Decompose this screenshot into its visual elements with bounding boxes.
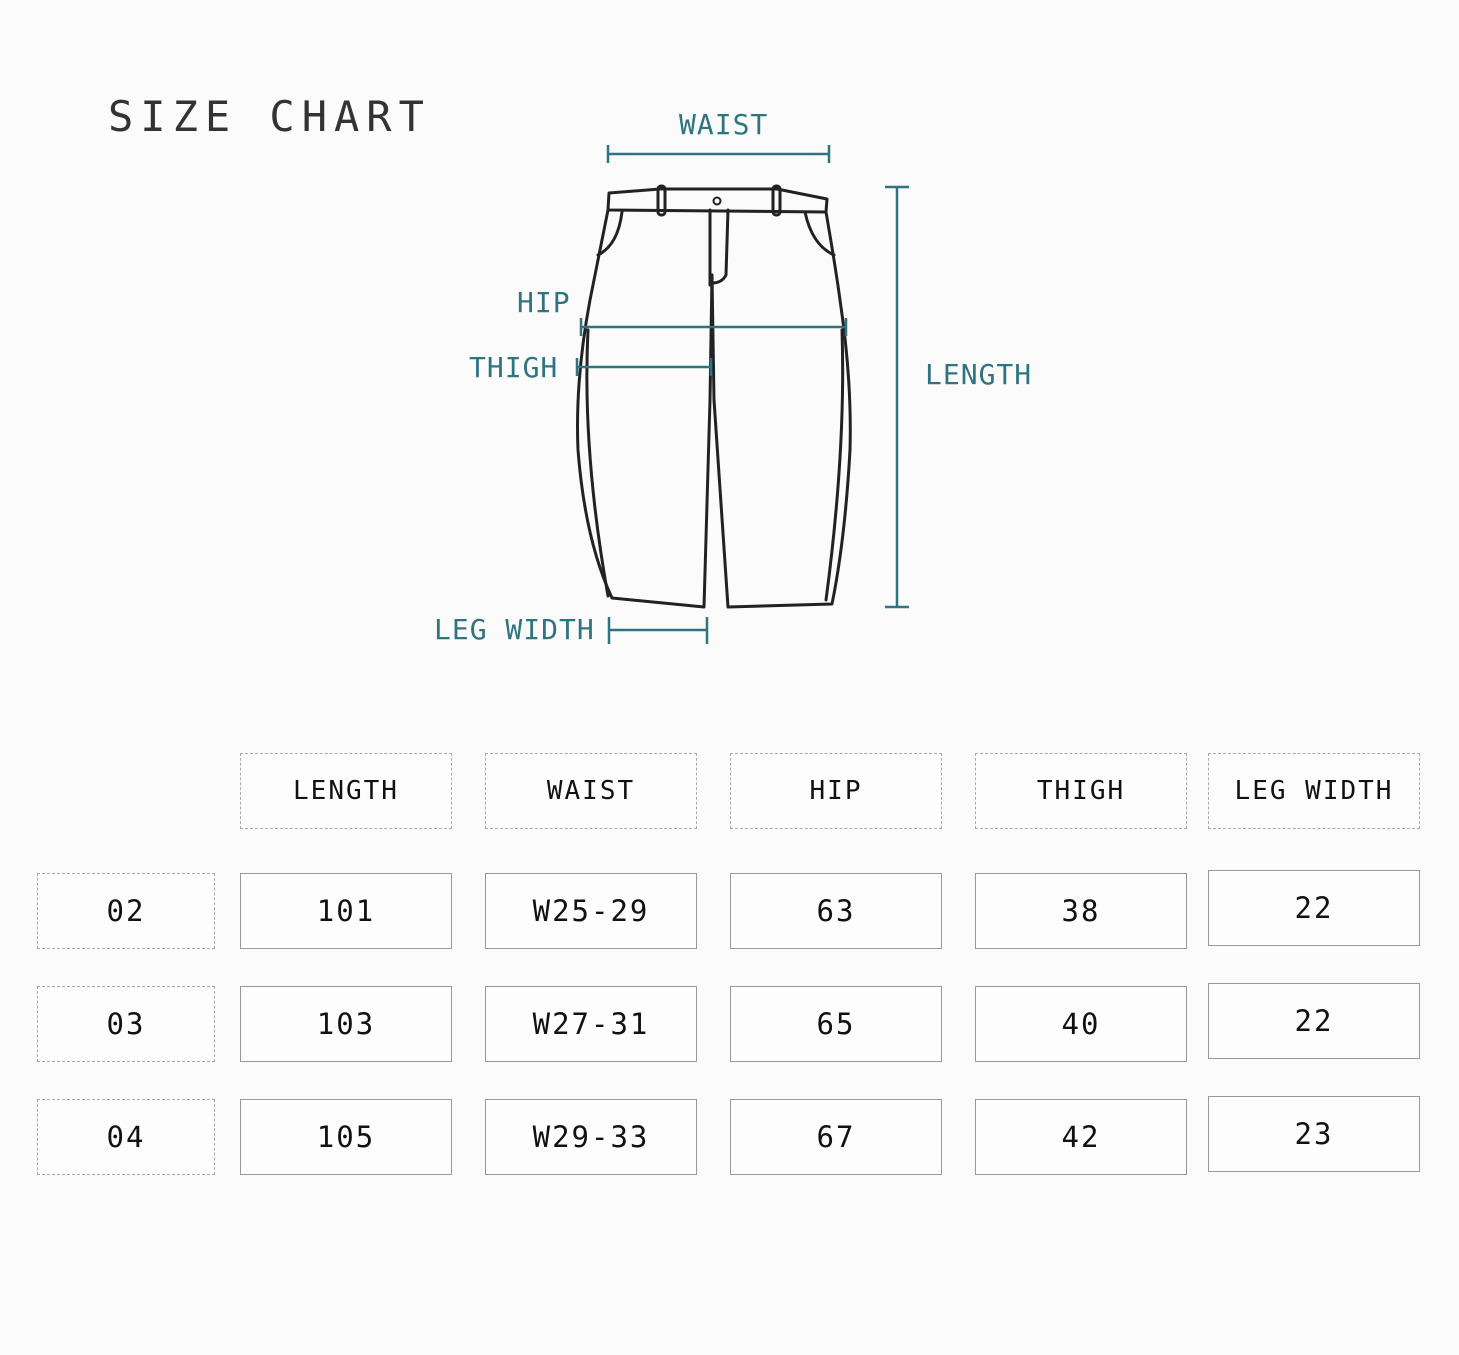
pants-diagram	[575, 145, 909, 644]
table-cell: W27-31	[485, 986, 697, 1062]
table-cell: 22	[1208, 983, 1420, 1059]
pants-illustration	[576, 184, 852, 609]
size-label: 04	[37, 1099, 215, 1175]
size-label: 02	[37, 873, 215, 949]
waist-measure-line	[606, 145, 831, 163]
table-cell: 40	[975, 986, 1187, 1062]
table-cell: 65	[730, 986, 942, 1062]
table-cell: W25-29	[485, 873, 697, 949]
table-cell: 42	[975, 1099, 1187, 1175]
leg-width-label: LEG WIDTH	[434, 613, 595, 646]
header-hip: HIP	[730, 753, 942, 829]
thigh-label: THIGH	[469, 351, 559, 384]
table-cell: 23	[1208, 1096, 1420, 1172]
header-thigh: THIGH	[975, 753, 1187, 829]
table-cell: W29-33	[485, 1099, 697, 1175]
table-cell: 67	[730, 1099, 942, 1175]
table-cell: 63	[730, 873, 942, 949]
table-cell: 38	[975, 873, 1187, 949]
table-cell: 105	[240, 1099, 452, 1175]
table-cell: 22	[1208, 870, 1420, 946]
header-length: LENGTH	[240, 753, 452, 829]
hip-label: HIP	[517, 286, 571, 319]
header-leg-width: LEG WIDTH	[1208, 753, 1420, 829]
table-cell: 101	[240, 873, 452, 949]
length-measure-line	[885, 185, 909, 609]
thigh-measure-line	[575, 358, 713, 376]
waist-label: WAIST	[679, 108, 769, 141]
size-label: 03	[37, 986, 215, 1062]
length-label: LENGTH	[925, 358, 1033, 391]
table-cell: 103	[240, 986, 452, 1062]
page-title: SIZE CHART	[108, 92, 431, 141]
header-waist: WAIST	[485, 753, 697, 829]
leg-width-measure-line	[607, 617, 709, 644]
hip-measure-line	[579, 318, 848, 336]
